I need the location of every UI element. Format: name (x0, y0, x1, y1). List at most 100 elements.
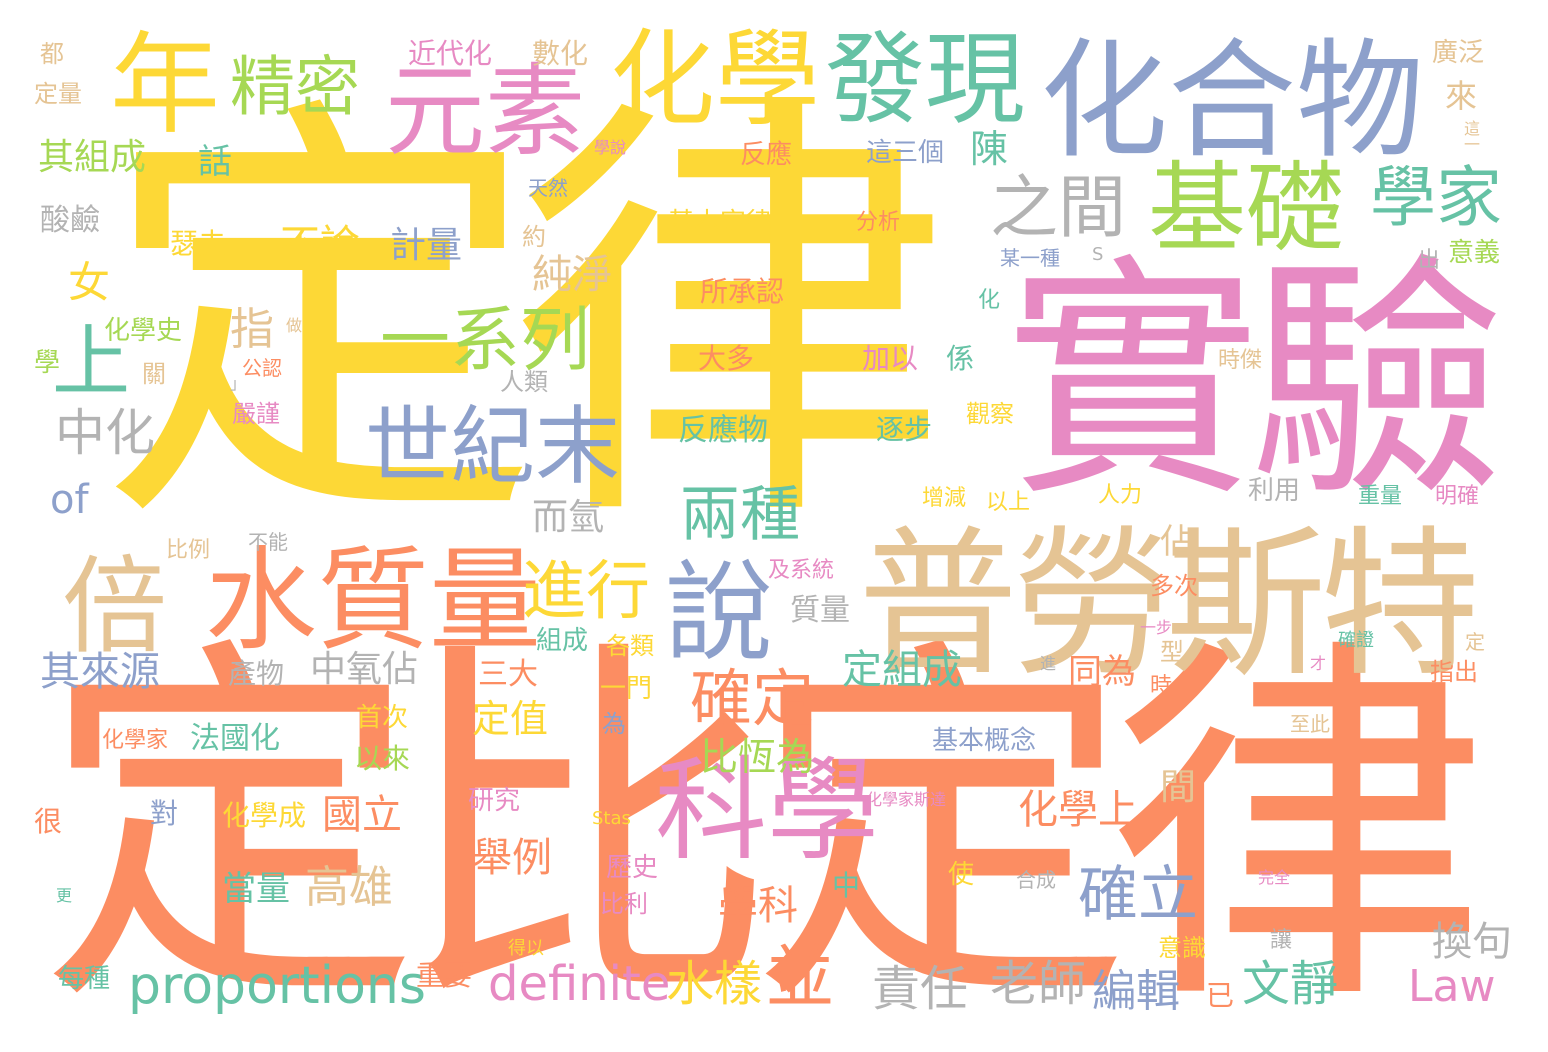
word: 確證 (1338, 630, 1374, 651)
word: 定比定律 (40, 608, 1488, 1051)
word: 學科 (718, 883, 798, 929)
word: 分析 (856, 210, 901, 235)
word: 意義 (1448, 238, 1501, 268)
word: 中氧佔 (310, 649, 419, 690)
word: of (50, 477, 89, 523)
word: 歷史 (606, 853, 659, 883)
word: 化學史 (104, 316, 183, 346)
word: 意識 (1158, 934, 1206, 962)
word: 所承認 (700, 275, 785, 308)
word: 定 (1465, 630, 1485, 654)
word: 對 (150, 797, 179, 830)
word: Stas (592, 808, 631, 829)
word: 中 (832, 869, 861, 902)
word: 基本概念 (932, 726, 1037, 756)
word: 純淨 (532, 252, 612, 298)
word: 一門 (600, 674, 653, 704)
word: 嚴謹 (232, 400, 280, 428)
word: 精密 (230, 50, 361, 125)
word: 比恆為 (700, 735, 815, 779)
word: 而氫 (532, 497, 605, 538)
word: 比例 (166, 538, 211, 563)
word: 普勞斯特 (858, 511, 1480, 698)
word: 定值 (472, 697, 549, 741)
word: 每種 (58, 964, 111, 994)
word: 人類 (500, 368, 548, 396)
word: 重量 (1358, 484, 1403, 509)
word: 基本定律 (668, 208, 773, 238)
word: 化學家 (102, 728, 169, 753)
word: 女 (68, 258, 111, 307)
word: 觀察 (966, 400, 1014, 428)
word: 組成 (536, 626, 589, 656)
word: 進 (1040, 654, 1057, 673)
word: 係 (946, 342, 975, 375)
word: 化學家斯達 (866, 790, 947, 809)
word: 近代化 (408, 37, 493, 70)
word: 科學 (655, 746, 879, 876)
word: 化學成 (222, 799, 307, 832)
word: 產物 (228, 657, 285, 690)
word: 說 (665, 551, 774, 676)
word: definite (488, 956, 671, 1012)
word: 」 (230, 374, 247, 393)
word: 話 (198, 142, 232, 182)
word: 這一 (1461, 120, 1480, 152)
word: 公認 (242, 356, 282, 380)
word: 指 (230, 304, 274, 355)
word: 換句 (1432, 919, 1512, 965)
word: 酸鹼 (40, 203, 100, 238)
word: 這三個 (866, 138, 945, 168)
word: 化合物 (1040, 27, 1425, 176)
word: 得以 (508, 938, 544, 959)
word: 同為 (1068, 652, 1136, 692)
word: 一系列 (380, 299, 590, 381)
word: 為 (602, 710, 626, 738)
word: 首次 (356, 703, 409, 733)
word: Law (1408, 961, 1496, 1012)
word: 某一種 (1000, 246, 1060, 270)
word: 年 (110, 21, 220, 149)
word: 做 (286, 316, 303, 335)
word: 倍 (62, 546, 168, 668)
word: 很 (34, 805, 63, 838)
word: 化 (978, 288, 1001, 313)
word: 文靜 (1242, 956, 1339, 1012)
word: 計量 (390, 225, 463, 266)
word: 加以 (862, 342, 919, 375)
word: 更 (56, 886, 73, 905)
word: 定律 (100, 64, 950, 576)
word: 研究 (468, 786, 521, 816)
word: 老師 (990, 956, 1087, 1012)
word: 水質量 (205, 536, 541, 666)
word: 合成 (1016, 868, 1056, 892)
word: 確定 (690, 662, 815, 735)
word: 世紀末 (365, 398, 621, 497)
word: 多次 (1150, 572, 1198, 600)
word: 其來源 (40, 649, 160, 695)
word: 約 (522, 223, 546, 251)
word: 指出 (1430, 658, 1478, 686)
word: 水樣 (666, 956, 763, 1012)
word: 來 (1445, 77, 1478, 115)
word: 發現 (825, 21, 1025, 138)
word: 逐步 (876, 413, 933, 446)
word: 高雄 (305, 862, 393, 913)
word: 廣泛 (1432, 38, 1485, 68)
word: S (1092, 244, 1104, 265)
word: 時傑 (1218, 348, 1263, 373)
word: 確立 (1078, 860, 1198, 930)
word: 學家 (1370, 159, 1502, 236)
word: 關 (142, 360, 166, 388)
word: proportions (128, 956, 426, 1016)
word: 並 (766, 939, 835, 1018)
word: 三大 (478, 657, 538, 692)
word: 瑟夫 (170, 227, 227, 260)
word: 及系統 (768, 558, 835, 583)
word: 天然 (528, 176, 568, 200)
word: 增減 (922, 486, 967, 511)
word: 舉例 (472, 835, 552, 881)
word: 編輯 (1092, 966, 1180, 1017)
word: 時 (1150, 674, 1173, 699)
